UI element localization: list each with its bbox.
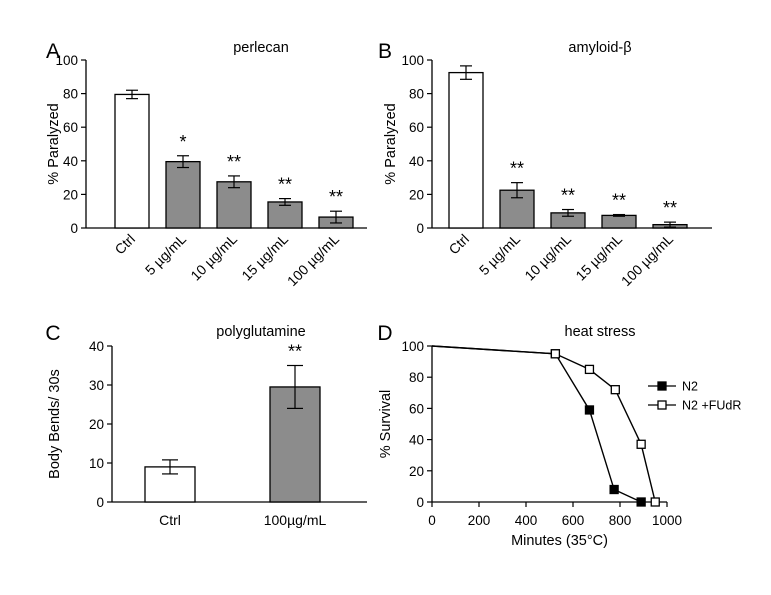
y-axis-label: % Survival <box>378 390 394 459</box>
data-point-n2 <box>609 484 619 495</box>
x-tick-label: 5 µg/mL <box>476 231 523 278</box>
legend-marker <box>657 381 667 391</box>
chart-title: heat stress <box>565 324 636 340</box>
y-tick-label: 30 <box>89 378 104 393</box>
bar <box>165 160 201 229</box>
bar <box>601 214 637 229</box>
y-tick-label: 20 <box>63 187 78 202</box>
legend-marker <box>657 400 667 410</box>
chart-title: perlecan <box>233 40 289 56</box>
x-tick-label: 800 <box>609 513 632 528</box>
x-tick-label: Ctrl <box>445 231 472 258</box>
x-tick-label: 5 µg/mL <box>142 231 189 278</box>
y-tick-label: 100 <box>55 53 78 68</box>
y-tick-label: 60 <box>63 120 78 135</box>
bar <box>267 201 303 229</box>
bar <box>114 93 150 229</box>
y-tick-label: 0 <box>416 221 424 236</box>
x-tick-label: 100µg/mL <box>264 512 327 528</box>
panel-letter: C <box>45 322 60 345</box>
series-line-n2 <box>431 345 642 503</box>
x-tick-label: Ctrl <box>159 512 181 528</box>
y-tick-label: 20 <box>409 187 424 202</box>
x-tick-label: 400 <box>515 513 538 528</box>
x-tick-label: 100 µg/mL <box>618 231 676 289</box>
x-tick-label: 10 µg/mL <box>521 231 574 284</box>
panel-letter: B <box>378 40 392 63</box>
y-tick-label: 0 <box>96 495 104 510</box>
bar <box>216 181 252 229</box>
y-tick-label: 40 <box>89 339 104 354</box>
y-tick-label: 60 <box>409 401 424 416</box>
legend-label: N2 <box>682 380 698 394</box>
significance-marker: ** <box>227 152 241 172</box>
y-tick-label: 0 <box>416 495 424 510</box>
x-tick-label: 600 <box>562 513 585 528</box>
y-tick-label: 20 <box>409 464 424 479</box>
y-tick-label: 0 <box>70 221 78 236</box>
data-point-n2-fudr <box>650 497 660 507</box>
significance-marker: ** <box>329 187 343 207</box>
y-axis-label: % Paralyzed <box>383 103 399 184</box>
significance-marker: ** <box>663 198 677 218</box>
significance-marker: ** <box>510 159 524 179</box>
y-axis-label: % Paralyzed <box>46 103 62 184</box>
y-tick-label: 40 <box>409 154 424 169</box>
chart-title: amyloid-β <box>568 40 631 56</box>
x-tick-label: 15 µg/mL <box>572 231 625 284</box>
y-tick-label: 100 <box>401 53 424 68</box>
y-tick-label: 100 <box>401 339 424 354</box>
data-point-n2 <box>636 497 646 507</box>
y-tick-label: 10 <box>89 456 104 471</box>
significance-marker: ** <box>561 186 575 206</box>
bar <box>448 71 484 229</box>
chart-title: polyglutamine <box>216 324 305 340</box>
data-point-n2-fudr <box>584 364 595 375</box>
data-point-n2 <box>584 405 595 415</box>
y-tick-label: 80 <box>409 87 424 102</box>
x-tick-label: 100 µg/mL <box>284 231 342 289</box>
x-tick-label: 0 <box>428 513 436 528</box>
y-tick-label: 20 <box>89 417 104 432</box>
x-tick-label: 15 µg/mL <box>238 231 291 284</box>
y-tick-label: 80 <box>63 87 78 102</box>
significance-marker: * <box>179 132 186 152</box>
data-point-n2-fudr <box>610 385 620 395</box>
x-tick-label: 10 µg/mL <box>187 231 240 284</box>
significance-marker: ** <box>288 342 302 362</box>
x-tick-label: 1000 <box>652 513 682 528</box>
y-tick-label: 40 <box>63 154 78 169</box>
panel-letter: A <box>46 40 60 63</box>
panel-letter: D <box>377 322 392 345</box>
series-line-n2-fudr <box>431 345 656 503</box>
data-point-n2-fudr <box>636 439 646 449</box>
y-axis-label: Body Bends/ 30s <box>47 369 63 479</box>
x-axis-label: Minutes (35°C) <box>511 533 608 549</box>
x-tick-label: Ctrl <box>111 231 138 258</box>
legend-label: N2 +FUdR <box>682 399 741 413</box>
data-point-n2-fudr <box>550 349 561 359</box>
y-tick-label: 80 <box>409 370 424 385</box>
y-tick-label: 40 <box>409 433 424 448</box>
y-tick-label: 60 <box>409 120 424 135</box>
significance-marker: ** <box>612 191 626 211</box>
x-tick-label: 200 <box>468 513 491 528</box>
significance-marker: ** <box>278 175 292 195</box>
